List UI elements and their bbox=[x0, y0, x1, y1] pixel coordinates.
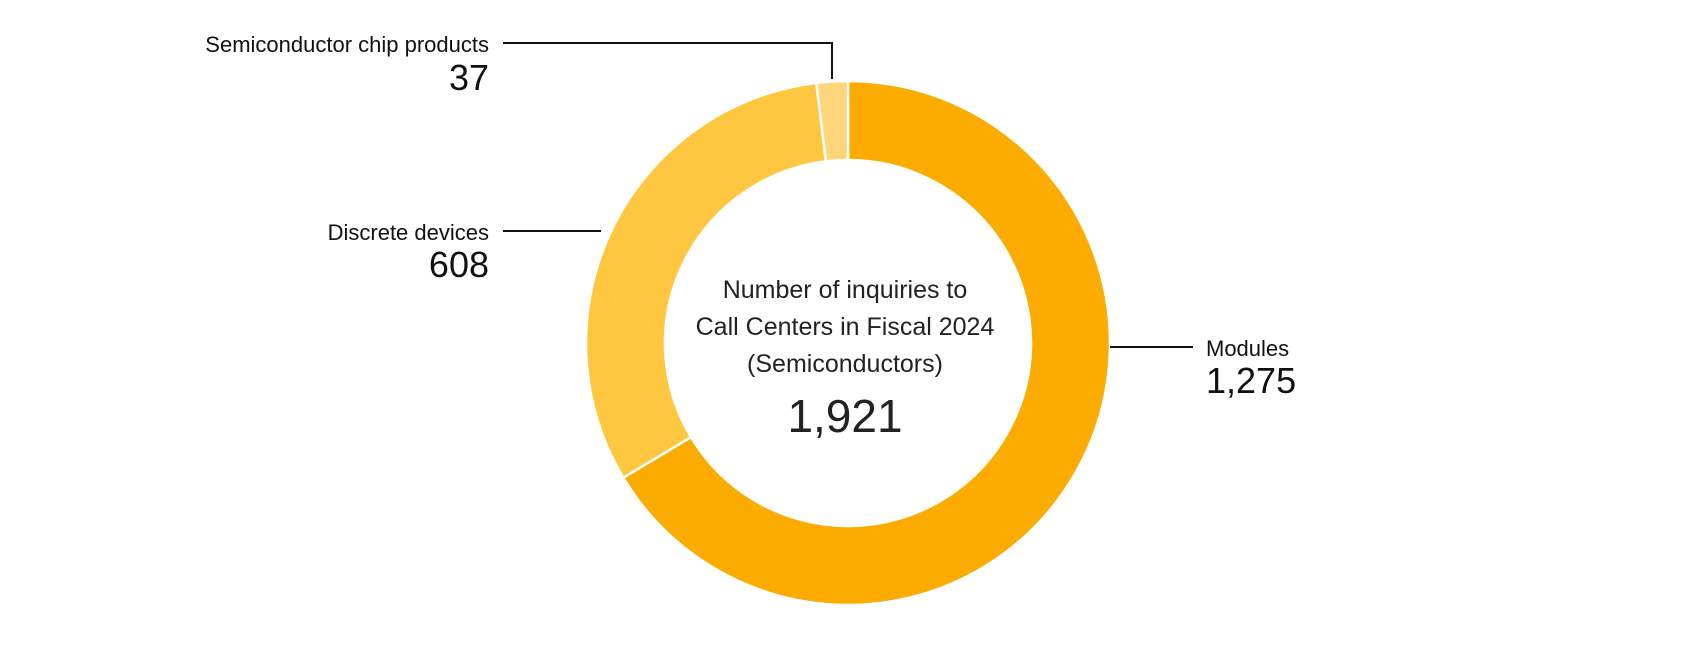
center-total-value: 1,921 bbox=[787, 390, 902, 442]
slices-layer bbox=[584, 79, 1112, 607]
labels-layer: Semiconductor chip products 37 Discrete … bbox=[205, 32, 1296, 401]
center-label: Number of inquiries to Call Centers in F… bbox=[696, 276, 995, 442]
leaders-layer bbox=[503, 42, 1193, 348]
center-title-line-1: Number of inquiries to bbox=[723, 276, 968, 304]
center-title-line-3: (Semiconductors) bbox=[747, 350, 943, 378]
leader-line-semiconductor-chip-products bbox=[503, 42, 833, 79]
donut-slice-discrete-devices bbox=[584, 81, 828, 479]
donut-slice-semiconductor-chip-products bbox=[815, 79, 850, 163]
slice-label-name: Modules bbox=[1206, 336, 1289, 361]
slice-label-value: 608 bbox=[429, 244, 489, 285]
donut-slice-modules bbox=[622, 79, 1112, 607]
slice-label-name: Discrete devices bbox=[328, 220, 489, 245]
slice-label-value: 37 bbox=[449, 57, 489, 98]
center-title-line-2: Call Centers in Fiscal 2024 bbox=[696, 313, 995, 341]
slice-label-value: 1,275 bbox=[1206, 360, 1296, 401]
slice-label-name: Semiconductor chip products bbox=[205, 32, 489, 57]
